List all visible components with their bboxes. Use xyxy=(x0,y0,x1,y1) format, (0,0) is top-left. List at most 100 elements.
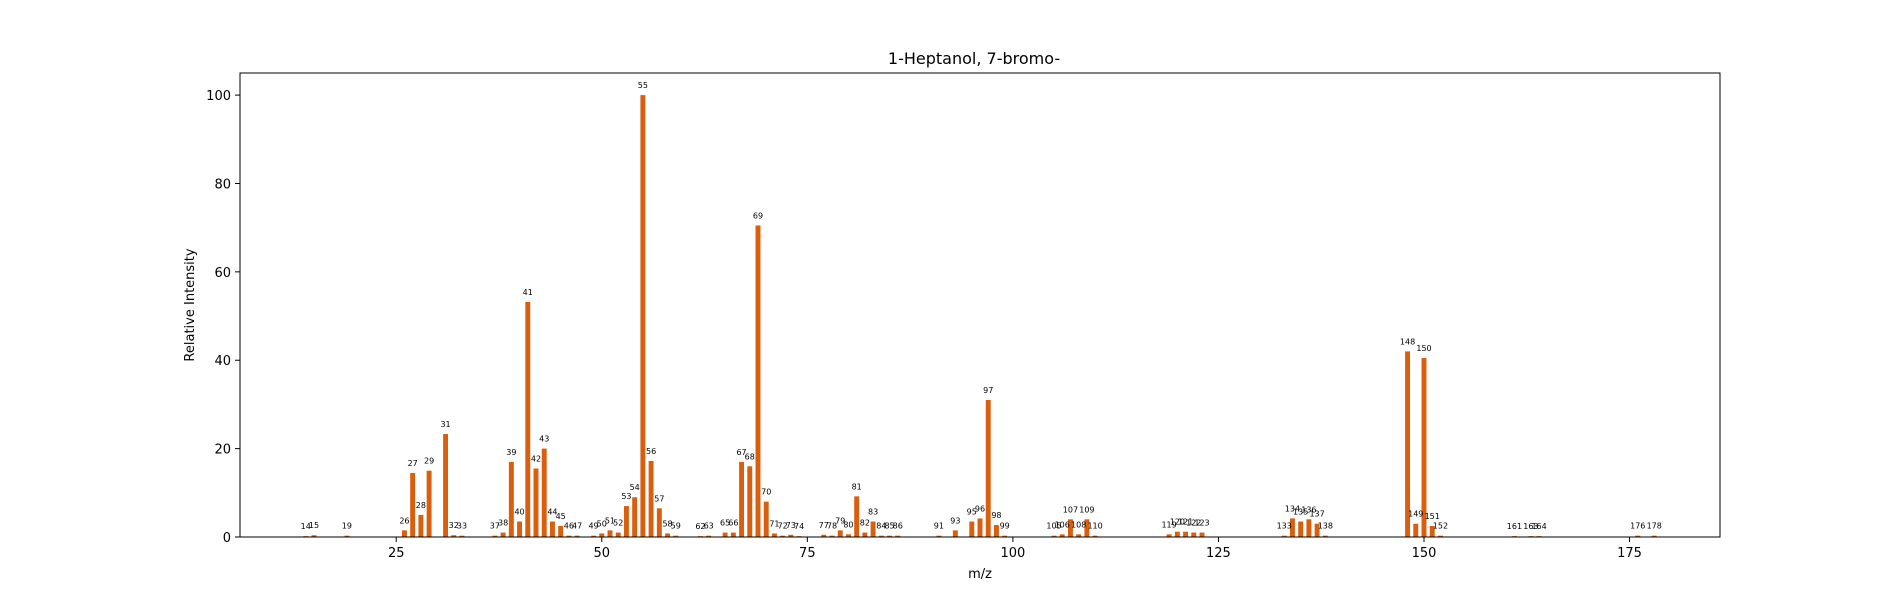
bar-mz-176 xyxy=(1635,535,1641,537)
bar-mz-109 xyxy=(1084,519,1090,537)
bar-mz-105 xyxy=(1051,535,1057,537)
bar-mz-77 xyxy=(821,534,827,537)
bar-label-mz-96: 96 xyxy=(975,504,985,513)
bar-label-mz-53: 53 xyxy=(621,492,631,501)
bar-label-mz-26: 26 xyxy=(399,516,409,525)
y-tick-label-0: 0 xyxy=(223,531,231,546)
bar-mz-43 xyxy=(541,448,547,537)
y-tick-label-80: 80 xyxy=(214,177,231,192)
bar-label-mz-163: 163 xyxy=(1523,522,1538,531)
bar-mz-67 xyxy=(739,461,745,537)
bar-label-mz-97: 97 xyxy=(983,386,993,395)
bar-mz-81 xyxy=(854,496,860,537)
bar-mz-121 xyxy=(1183,531,1189,537)
x-tick-label-75: 75 xyxy=(799,546,816,561)
bar-label-mz-51: 51 xyxy=(605,516,615,525)
bar-label-mz-78: 78 xyxy=(827,522,837,531)
bar-mz-37 xyxy=(492,535,498,537)
bar-label-mz-83: 83 xyxy=(868,508,878,517)
bar-mz-50 xyxy=(599,533,605,537)
bar-label-mz-49: 49 xyxy=(588,522,598,531)
bar-mz-56 xyxy=(648,460,654,537)
bar-mz-73 xyxy=(788,534,794,537)
bar-mz-69 xyxy=(755,225,761,537)
bar-mz-135 xyxy=(1298,521,1304,537)
bar-label-mz-74: 74 xyxy=(794,522,804,531)
bar-label-mz-98: 98 xyxy=(991,511,1001,520)
bar-label-mz-151: 151 xyxy=(1425,512,1440,521)
bar-label-mz-149: 149 xyxy=(1408,510,1423,519)
bar-mz-107 xyxy=(1067,519,1073,537)
y-tick-label-20: 20 xyxy=(214,443,231,458)
bar-mz-99 xyxy=(1002,535,1008,537)
bar-label-mz-57: 57 xyxy=(654,494,664,503)
bar-label-mz-52: 52 xyxy=(613,519,623,528)
bar-mz-63 xyxy=(706,535,712,537)
bar-label-mz-105: 105 xyxy=(1046,522,1061,531)
bar-label-mz-19: 19 xyxy=(342,522,352,531)
chart-title: 1-Heptanol, 7-bromo- xyxy=(888,49,1060,68)
y-tick-label-40: 40 xyxy=(214,354,231,369)
bar-label-mz-39: 39 xyxy=(506,448,516,457)
bar-label-mz-109: 109 xyxy=(1079,505,1094,514)
bar-label-mz-81: 81 xyxy=(852,482,862,491)
bar-mz-39 xyxy=(508,461,514,537)
bar-label-mz-40: 40 xyxy=(514,508,524,517)
bar-mz-72 xyxy=(780,535,786,537)
bar-label-mz-120: 120 xyxy=(1170,518,1185,527)
bar-label-mz-66: 66 xyxy=(728,519,738,528)
bar-mz-33 xyxy=(459,535,465,537)
x-axis: 25 50 75 100 125 150 175 xyxy=(388,537,1642,561)
x-tick-label-175: 175 xyxy=(1617,546,1642,561)
bar-label-mz-38: 38 xyxy=(498,519,508,528)
bar-mz-134 xyxy=(1289,518,1295,537)
bar-mz-137 xyxy=(1314,523,1320,537)
bar-mz-108 xyxy=(1076,534,1082,537)
bar-label-mz-121: 121 xyxy=(1178,518,1193,527)
bar-label-mz-63: 63 xyxy=(704,522,714,531)
bar-label-mz-32: 32 xyxy=(449,521,459,530)
bar-mz-57 xyxy=(656,508,662,537)
y-tick-label-100: 100 xyxy=(206,89,231,104)
bar-label-mz-41: 41 xyxy=(523,288,533,297)
bar-mz-110 xyxy=(1092,535,1098,537)
bar-mz-78 xyxy=(829,535,835,537)
bar-label-mz-42: 42 xyxy=(531,455,541,464)
bar-mz-97 xyxy=(985,400,991,537)
bar-mz-136 xyxy=(1306,519,1312,537)
bar-mz-93 xyxy=(952,530,958,537)
bar-label-mz-176: 176 xyxy=(1630,522,1645,531)
bar-label-mz-110: 110 xyxy=(1087,522,1102,531)
bar-mz-38 xyxy=(500,532,506,537)
bar-label-mz-106: 106 xyxy=(1055,520,1070,529)
y-tick-label-60: 60 xyxy=(214,266,231,281)
bar-mz-71 xyxy=(771,533,777,537)
bar-mz-120 xyxy=(1174,531,1180,537)
bar-label-mz-58: 58 xyxy=(662,519,672,528)
bar-mz-148 xyxy=(1405,351,1411,537)
bar-label-mz-44: 44 xyxy=(547,508,557,517)
bar-label-mz-59: 59 xyxy=(671,522,681,531)
bar-mz-122 xyxy=(1191,532,1197,537)
bar-label-mz-72: 72 xyxy=(778,522,788,531)
bar-label-mz-77: 77 xyxy=(819,521,829,530)
x-axis-title: m/z xyxy=(968,567,992,582)
bar-label-mz-99: 99 xyxy=(1000,522,1010,531)
bar-mz-19 xyxy=(344,535,350,537)
bar-label-mz-93: 93 xyxy=(950,516,960,525)
bar-mz-32 xyxy=(451,535,457,537)
bar-mz-27 xyxy=(410,472,416,537)
bar-label-mz-85: 85 xyxy=(884,522,894,531)
bar-mz-79 xyxy=(837,530,843,537)
bar-mz-123 xyxy=(1199,532,1205,537)
bar-mz-42 xyxy=(533,468,539,537)
bar-label-mz-70: 70 xyxy=(761,488,771,497)
bar-mz-85 xyxy=(887,535,893,537)
bar-mz-151 xyxy=(1429,525,1435,537)
bar-mz-82 xyxy=(862,532,868,537)
bar-mz-150 xyxy=(1421,358,1427,537)
y-axis: 0 20 40 60 80 100 xyxy=(206,89,240,546)
bar-label-mz-138: 138 xyxy=(1318,522,1333,531)
bar-label-mz-79: 79 xyxy=(835,516,845,525)
